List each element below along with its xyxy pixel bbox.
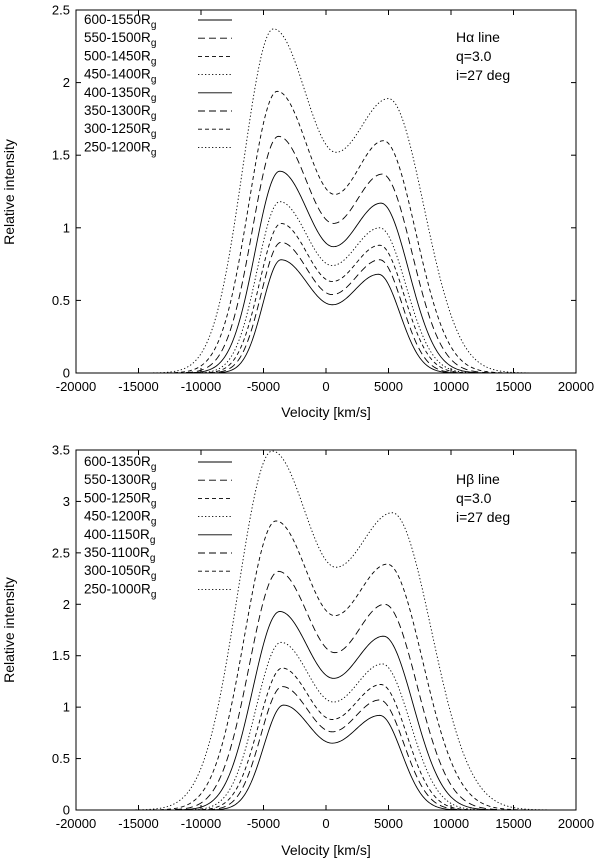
legend-label: 400-1350Rg xyxy=(84,85,156,104)
y-tick-label: 0.5 xyxy=(52,293,70,308)
annotation: Hβ line q=3.0 i=27 deg xyxy=(456,471,510,525)
legend-label: 250-1000Rg xyxy=(84,581,156,600)
x-tick-label: -5000 xyxy=(247,816,280,831)
x-ticks: -20000 -15000 -10000 -5000 0 5000 10000 15000 20… xyxy=(56,10,594,394)
x-tick-label: -5000 xyxy=(247,379,280,394)
y-ticks: 0 0.5 1 1.5 2 2.5 xyxy=(52,3,576,381)
y-axis-label: Relative intensity xyxy=(1,577,17,683)
legend-label: 400-1150Rg xyxy=(84,527,155,546)
series-line-4 xyxy=(76,611,576,811)
series-line-3 xyxy=(76,641,576,811)
y-tick-label: 0.5 xyxy=(52,751,70,766)
legend-label: 350-1300Rg xyxy=(84,103,156,122)
y-axis-label: Relative intensity xyxy=(1,139,17,245)
y-tick-label: 2.5 xyxy=(52,545,70,560)
annotation-line: Hα line xyxy=(456,29,500,45)
y-tick-label: 2.5 xyxy=(52,3,70,18)
series-line-0 xyxy=(76,259,576,374)
series-line-2 xyxy=(76,667,576,811)
annotation-line: q=3.0 xyxy=(456,48,492,64)
chart-panel-hbeta: -20000 -15000 -10000 -5000 0 5000 10000 15000 20… xyxy=(1,443,594,859)
x-tick-label: 15000 xyxy=(495,379,531,394)
x-axis-label: Velocity [km/s] xyxy=(281,404,370,420)
x-tick-label: 0 xyxy=(322,379,329,394)
x-tick-label: 5000 xyxy=(374,816,403,831)
annotation-line: q=3.0 xyxy=(456,490,492,506)
x-tick-label: 20000 xyxy=(558,379,594,394)
x-ticks: -20000 -15000 -10000 -5000 0 5000 10000 15000 20… xyxy=(56,450,594,831)
series-line-6 xyxy=(76,520,576,811)
x-tick-label: 10000 xyxy=(433,816,469,831)
legend-label: 300-1250Rg xyxy=(84,121,156,140)
x-tick-label: -20000 xyxy=(56,379,96,394)
series-line-5 xyxy=(76,135,576,374)
y-tick-label: 1.5 xyxy=(52,648,70,663)
legend-label: 250-1200Rg xyxy=(84,139,156,158)
x-tick-label: -10000 xyxy=(181,816,221,831)
series-line-1 xyxy=(76,241,576,374)
y-tick-label: 1.5 xyxy=(52,148,70,163)
x-tick-label: -15000 xyxy=(118,379,158,394)
y-tick-label: 2 xyxy=(63,597,70,612)
y-tick-label: 3.5 xyxy=(52,443,70,458)
legend-label: 350-1100Rg xyxy=(84,545,155,564)
legend-label: 600-1350Rg xyxy=(84,454,156,473)
series-line-0 xyxy=(76,704,576,811)
legend: 600-1350Rg550-1300Rg500-1250Rg450-1200Rg… xyxy=(84,454,232,600)
series-line-5 xyxy=(76,570,576,811)
x-tick-label: -10000 xyxy=(181,379,221,394)
y-ticks: 0 0.5 1 1.5 2 2.5 3 3.5 xyxy=(52,443,576,818)
annotation-line: Hβ line xyxy=(456,471,500,487)
x-tick-label: 15000 xyxy=(495,816,531,831)
legend-label: 550-1300Rg xyxy=(84,472,156,491)
y-tick-label: 2 xyxy=(63,75,70,90)
chart-panel-halpha: -20000 -15000 -10000 -5000 0 5000 10000 15000 20… xyxy=(1,3,594,421)
legend-label: 300-1050Rg xyxy=(84,563,156,582)
annotation-line: i=27 deg xyxy=(456,67,510,83)
annotation: Hα line q=3.0 i=27 deg xyxy=(456,29,510,83)
x-tick-label: 10000 xyxy=(433,379,469,394)
y-tick-label: 1 xyxy=(63,220,70,235)
series-line-1 xyxy=(76,686,576,811)
y-tick-label: 3 xyxy=(63,494,70,509)
x-tick-label: 20000 xyxy=(558,816,594,831)
series-line-4 xyxy=(76,170,576,374)
x-tick-label: -20000 xyxy=(56,816,96,831)
curves xyxy=(76,450,576,811)
x-tick-label: 0 xyxy=(322,816,329,831)
series-line-6 xyxy=(76,90,576,374)
x-axis-label: Velocity [km/s] xyxy=(281,842,370,858)
curves xyxy=(76,28,576,374)
series-line-2 xyxy=(76,222,576,374)
legend-label: 450-1400Rg xyxy=(84,67,156,86)
y-tick-label: 1 xyxy=(63,700,70,715)
x-tick-label: -15000 xyxy=(118,816,158,831)
series-line-3 xyxy=(76,201,576,374)
legend-label: 550-1500Rg xyxy=(84,30,156,49)
annotation-line: i=27 deg xyxy=(456,509,510,525)
legend-label: 600-1550Rg xyxy=(84,12,156,31)
legend-label: 450-1200Rg xyxy=(84,509,156,528)
legend-label: 500-1250Rg xyxy=(84,490,156,509)
legend-label: 500-1450Rg xyxy=(84,48,156,67)
x-tick-label: 5000 xyxy=(374,379,403,394)
y-tick-label: 0 xyxy=(63,366,70,381)
y-tick-label: 0 xyxy=(63,803,70,818)
legend: 600-1550Rg550-1500Rg500-1450Rg450-1400Rg… xyxy=(84,12,232,158)
